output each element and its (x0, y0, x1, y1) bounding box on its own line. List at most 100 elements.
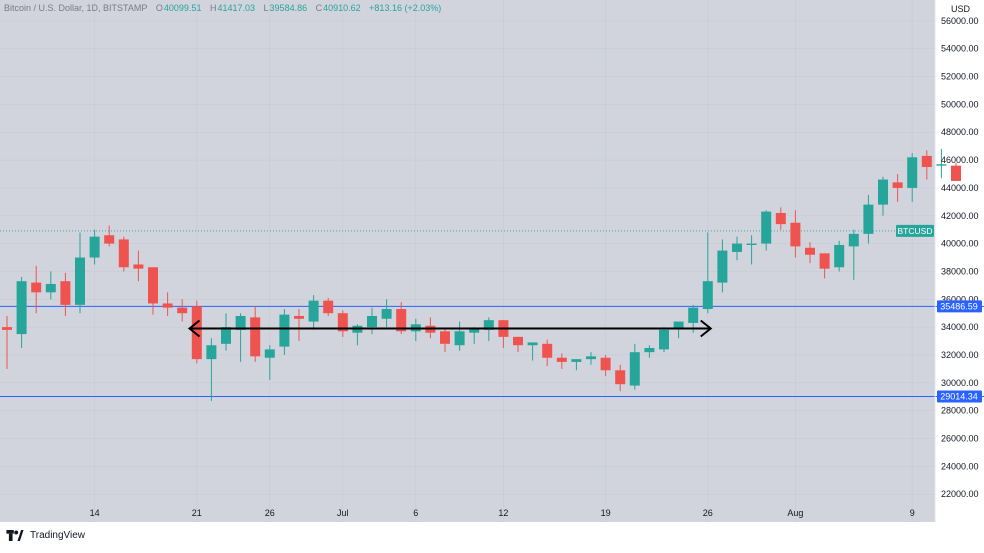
y-tick-label: 34000.00 (941, 322, 979, 332)
candle-body (454, 331, 465, 346)
open-value: 40099.51 (163, 3, 202, 13)
tradingview-logo-icon (6, 530, 24, 541)
price-tag-bg (937, 300, 982, 313)
candle-body (367, 315, 377, 328)
candle-body (527, 342, 538, 346)
y-tick-label: 48000.00 (941, 127, 979, 137)
plot-background (0, 0, 935, 522)
candle-body (483, 320, 494, 330)
candle-body (89, 236, 100, 258)
candle-body (264, 349, 275, 358)
candle-body (717, 250, 728, 283)
candle-body (235, 315, 246, 330)
x-tick-label: 26 (265, 508, 275, 518)
candle-body (221, 327, 231, 344)
candle-body (206, 345, 217, 360)
candle-body (688, 307, 699, 323)
candle-body (615, 370, 626, 385)
high-value: 41417.03 (217, 3, 256, 13)
low-value: 39584.86 (269, 3, 308, 13)
symbol-tag-label: BTCUSD (898, 226, 933, 236)
candle-body (936, 164, 947, 166)
candle-body (279, 314, 290, 347)
candle-body (746, 243, 757, 245)
change-value: +813.16 (+2.03%) (369, 3, 442, 13)
candle-body (133, 264, 144, 269)
y-tick-label: 28000.00 (941, 406, 979, 416)
price-tag-label: 29014.34 (940, 392, 978, 402)
y-tick-label: 26000.00 (941, 433, 979, 443)
candle-body (469, 328, 480, 333)
candle-body (586, 356, 596, 360)
candle-body (542, 343, 553, 358)
candle-body (75, 257, 85, 305)
y-tick-label: 40000.00 (941, 239, 979, 249)
low-label: L (263, 3, 269, 13)
candle-body (162, 303, 173, 308)
candle-body (702, 281, 713, 310)
candle-body (177, 307, 188, 314)
candle-body (921, 155, 932, 168)
candle-body (440, 331, 450, 344)
price-tag-label: 35486.59 (940, 301, 978, 311)
candle-body (118, 239, 129, 268)
x-tick-label: 21 (192, 508, 202, 518)
price-labels: 35486.59 29014.34 BTCUSD (896, 224, 982, 403)
candle-body (819, 253, 830, 269)
y-axis-area (935, 0, 984, 522)
y-tick-label: 36000.00 (941, 294, 979, 304)
candle-body (323, 300, 334, 314)
y-tick-label: 32000.00 (941, 350, 979, 360)
candlestick-series (2, 148, 961, 401)
candle-body (878, 179, 888, 205)
y-tick-label: 38000.00 (941, 266, 979, 276)
candle-body (659, 329, 669, 350)
candle-body (2, 327, 12, 330)
x-tick-label: 12 (498, 508, 508, 518)
symbol-title: Bitcoin / U.S. Dollar, 1D, BITSTAMP (4, 3, 148, 13)
y-axis-currency: USD (950, 4, 970, 14)
candle-body (834, 244, 845, 268)
candle-body (805, 247, 815, 255)
symbol-tag-bg (896, 224, 934, 237)
candle-body (848, 233, 859, 247)
x-tick-label: 6 (413, 508, 418, 518)
x-tick-label: 14 (90, 508, 100, 518)
close-label: C (315, 3, 323, 13)
y-tick-label: 52000.00 (941, 72, 979, 82)
candle-body (191, 306, 202, 360)
y-tick-label: 44000.00 (941, 183, 979, 193)
candle-body (294, 315, 304, 319)
candle-body (16, 281, 27, 335)
y-tick-label: 46000.00 (941, 155, 979, 165)
candle-body (732, 243, 742, 252)
y-tick-label: 56000.00 (941, 16, 979, 26)
candle-body (556, 357, 567, 362)
price-tag-bg (937, 390, 982, 403)
close-value: 40910.62 (323, 3, 361, 13)
arrow-head-right (700, 319, 713, 338)
arrow-head-left (187, 319, 201, 338)
candle-body (644, 348, 655, 353)
x-axis-area (0, 522, 984, 553)
candle-body (892, 182, 903, 188)
range-arrow (187, 319, 713, 338)
x-axis-ticks: 14 21 26 Jul 6 12 19 26 Aug 9 (90, 508, 915, 518)
candle-body (308, 300, 319, 322)
y-tick-label: 42000.00 (941, 211, 979, 221)
y-tick-label: 24000.00 (941, 461, 979, 471)
candle-body (951, 165, 961, 181)
candle-body (907, 157, 918, 188)
tradingview-logo[interactable]: TradingView (4, 530, 85, 541)
candle-body (60, 281, 71, 305)
candle-body (148, 267, 158, 304)
x-tick-label: 19 (601, 508, 611, 518)
candle-body (790, 222, 801, 247)
y-tick-label: 30000.00 (941, 378, 979, 388)
x-tick-label: Jul (337, 508, 349, 518)
y-tick-label: 54000.00 (941, 44, 979, 54)
y-axis-ticks: 22000.00 24000.00 26000.00 28000.00 30000.00… (934, 0, 979, 522)
x-tick-label: Aug (787, 508, 803, 518)
y-tick-label: 22000.00 (941, 489, 979, 499)
